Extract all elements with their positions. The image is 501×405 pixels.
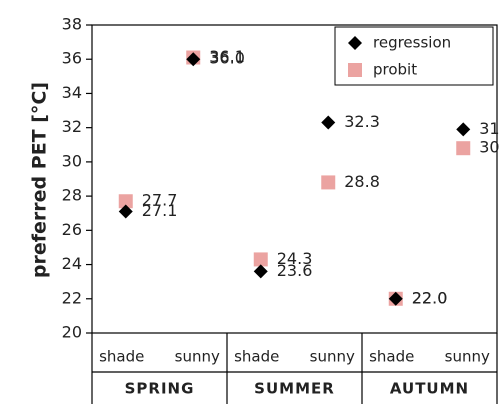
y-tick-label: 38 xyxy=(62,15,82,34)
marker xyxy=(456,141,471,156)
data-label: 32.3 xyxy=(344,112,380,131)
data-label: 22.0 xyxy=(412,288,448,307)
data-label: 36.1 xyxy=(209,47,245,66)
x-tick-label: sunny xyxy=(310,348,355,366)
data-label: 31.9 xyxy=(479,119,501,138)
legend-marker xyxy=(348,63,362,77)
plot-frame xyxy=(91,24,498,334)
data-label: 30.8 xyxy=(479,138,501,157)
marker xyxy=(118,194,133,209)
legend-label: probit xyxy=(373,61,417,79)
data-label: 24.3 xyxy=(277,249,313,268)
marker xyxy=(253,252,268,267)
marker xyxy=(253,264,268,279)
y-axis-title: preferred PET [°C] xyxy=(29,82,51,278)
marker xyxy=(118,204,133,219)
legend-label: regression xyxy=(373,34,451,52)
x-tick-label: sunny xyxy=(445,348,490,366)
marker xyxy=(186,52,201,67)
y-tick-label: 32 xyxy=(62,117,82,136)
x-tick-label: shade xyxy=(99,348,144,366)
y-tick-label: 28 xyxy=(62,186,82,205)
data-label: 27.7 xyxy=(142,191,178,210)
y-tick-label: 34 xyxy=(62,83,82,102)
marker xyxy=(321,115,336,130)
y-tick-label: 36 xyxy=(62,49,82,68)
data-label: 36.0 xyxy=(209,49,245,68)
group-label: SUMMER xyxy=(254,380,335,398)
data-label: 22.0 xyxy=(412,288,448,307)
data-label: 28.8 xyxy=(344,172,380,191)
y-tick-label: 26 xyxy=(62,220,82,239)
legend-marker xyxy=(348,36,362,50)
y-tick-label: 20 xyxy=(62,323,82,342)
x-tick-label: shade xyxy=(234,348,279,366)
marker xyxy=(388,291,403,306)
y-tick-label: 24 xyxy=(62,254,82,273)
group-label: SPRING xyxy=(125,380,195,398)
x-tick-label: shade xyxy=(369,348,414,366)
marker xyxy=(321,175,336,190)
data-label: 27.1 xyxy=(142,201,178,220)
marker xyxy=(456,122,471,137)
y-tick-label: 30 xyxy=(62,151,82,170)
group-label: AUTUMN xyxy=(390,380,469,398)
data-label: 23.6 xyxy=(277,261,313,280)
y-tick-label: 22 xyxy=(62,288,82,307)
x-tick-label: sunny xyxy=(175,348,220,366)
